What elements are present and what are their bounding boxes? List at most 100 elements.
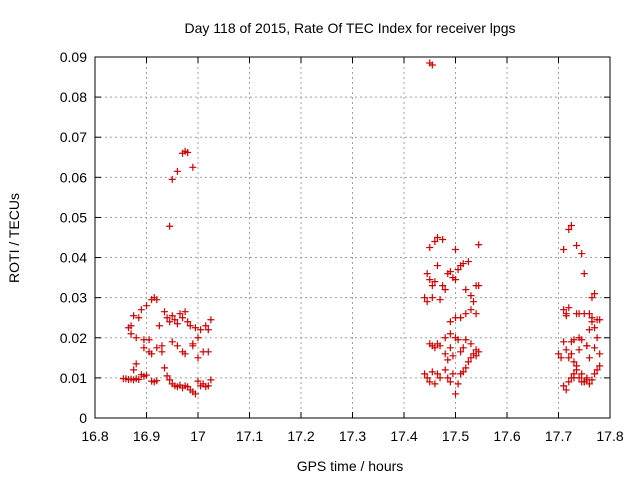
data-point	[426, 378, 434, 386]
grid-layer	[95, 57, 610, 418]
data-point	[204, 382, 212, 390]
x-tick-label: 16.8	[81, 428, 108, 444]
data-point	[441, 334, 449, 342]
data-point	[431, 344, 439, 352]
data-point	[591, 324, 599, 332]
data-point	[426, 276, 434, 284]
data-point	[181, 350, 189, 358]
data-point	[591, 290, 599, 298]
data-point	[575, 346, 583, 354]
plot-frame	[94, 56, 611, 419]
data-point	[158, 342, 166, 350]
data-point	[191, 324, 199, 332]
data-point	[462, 310, 470, 318]
data-point	[194, 354, 202, 362]
data-point	[472, 352, 480, 360]
x-tick-label: 17.1	[236, 428, 263, 444]
x-tick-label: 17	[190, 428, 206, 444]
data-point	[475, 241, 483, 249]
data-point	[475, 348, 483, 356]
data-point	[173, 320, 181, 328]
data-point	[127, 330, 135, 338]
data-point	[596, 362, 604, 370]
data-point	[137, 306, 145, 314]
data-point	[567, 350, 575, 358]
data-point	[462, 364, 470, 372]
x-axis-label: GPS time / hours	[297, 458, 404, 474]
data-point	[565, 304, 573, 312]
data-point	[130, 366, 138, 374]
data-point	[452, 246, 459, 254]
data-point	[436, 342, 444, 350]
data-point	[444, 374, 452, 382]
data-point	[472, 310, 480, 318]
data-point	[588, 376, 596, 384]
data-point	[191, 390, 199, 398]
x-tick-label: 17.4	[390, 428, 417, 444]
y-tick-label: 0.01	[60, 370, 87, 386]
data-point	[452, 390, 459, 398]
data-point	[578, 336, 586, 344]
x-tick-label: 17.8	[596, 428, 623, 444]
data-point	[143, 302, 150, 310]
data-point	[186, 322, 194, 330]
data-point	[562, 312, 570, 320]
data-point	[433, 370, 441, 378]
data-point	[555, 350, 562, 358]
data-point	[173, 342, 181, 350]
data-point	[441, 366, 449, 374]
data-point	[431, 238, 439, 246]
data-point	[148, 350, 156, 358]
data-point	[166, 376, 174, 384]
data-point	[449, 370, 457, 378]
data-point	[593, 334, 601, 342]
data-point	[583, 342, 591, 350]
data-point	[184, 318, 192, 326]
data-point	[467, 340, 475, 348]
data-point	[444, 356, 452, 364]
data-point	[428, 282, 436, 290]
data-point	[570, 374, 578, 382]
data-point	[439, 236, 447, 244]
data-point	[130, 312, 138, 320]
data-point	[588, 318, 596, 326]
data-point	[153, 296, 161, 304]
data-point	[161, 364, 169, 372]
data-point	[459, 260, 467, 268]
data-point	[426, 244, 434, 252]
data-point	[457, 314, 465, 322]
data-point	[441, 286, 449, 294]
data-point	[207, 316, 215, 324]
data-point	[573, 362, 581, 370]
data-point	[155, 322, 163, 330]
data-point	[421, 294, 429, 302]
data-point	[457, 348, 465, 356]
data-point	[573, 242, 581, 250]
data-point	[596, 350, 604, 358]
x-tick-label: 17.3	[339, 428, 366, 444]
y-tick-label: 0.05	[60, 209, 87, 225]
data-point	[565, 225, 573, 233]
data-point	[441, 350, 449, 358]
x-tick-label: 16.9	[133, 428, 160, 444]
data-point	[179, 314, 187, 322]
data-point	[184, 148, 192, 156]
data-point	[459, 368, 467, 376]
data-point	[578, 250, 586, 258]
data-point	[428, 368, 436, 376]
data-point	[462, 336, 470, 344]
y-tick-label: 0.02	[60, 330, 87, 346]
data-point	[591, 344, 599, 352]
data-point	[560, 246, 568, 254]
data-point	[204, 326, 212, 334]
y-tick-label: 0.08	[60, 89, 87, 105]
data-point	[562, 346, 570, 354]
data-point	[421, 370, 429, 378]
data-point	[452, 276, 459, 284]
data-point	[446, 378, 454, 386]
data-point	[158, 348, 166, 356]
data-point	[454, 266, 462, 274]
data-point	[475, 282, 483, 290]
data-point	[557, 354, 565, 362]
